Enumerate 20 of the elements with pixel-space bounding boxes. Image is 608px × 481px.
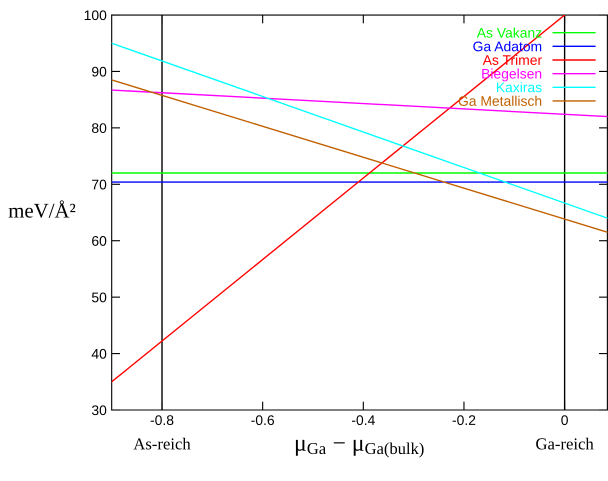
x-tick-label: -0.4 <box>352 415 375 426</box>
ref-line-label: Ga-reich <box>536 438 594 450</box>
x-tick-label: -0.6 <box>251 415 274 426</box>
x-tick-label: -0.2 <box>452 415 476 426</box>
x-tick-label: 0 <box>561 415 568 426</box>
x-tick-label: -0.8 <box>150 415 174 426</box>
legend-label: Ga Metallisch <box>458 96 542 106</box>
y-axis-title: meV/Å² <box>8 200 76 218</box>
y-tick-label: 90 <box>92 66 106 77</box>
legend-label: As Vakanz <box>476 28 542 38</box>
ref-line-label: As-reich <box>133 438 190 450</box>
legend-label: Kaxiras <box>496 82 542 92</box>
y-tick-label: 60 <box>92 236 106 246</box>
x-axis-title: μ$_{Ga}$ − μ$_{Ga(bulk)}$ <box>296 440 424 458</box>
y-tick-label: 30 <box>92 405 106 416</box>
y-tick-label: 40 <box>92 348 106 359</box>
y-tick-label: 70 <box>92 180 106 190</box>
y-tick-label: 80 <box>92 123 106 134</box>
y-tick-label: 50 <box>92 292 106 302</box>
y-tick-label: 100 <box>84 10 106 20</box>
